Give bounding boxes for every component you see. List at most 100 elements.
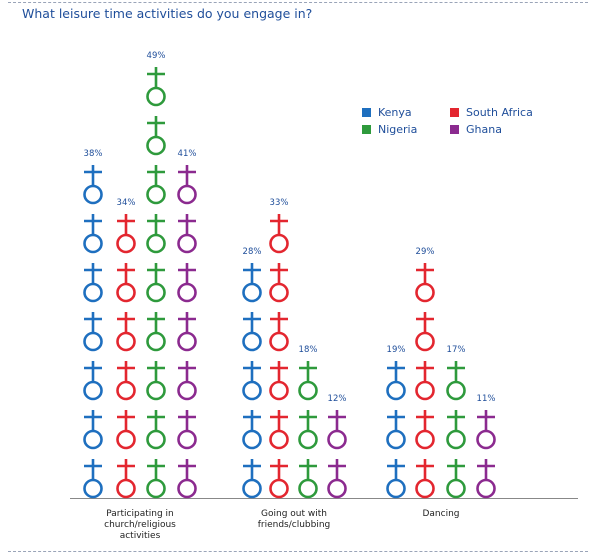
female-symbol-icon bbox=[177, 165, 197, 205]
female-symbol-icon bbox=[476, 410, 496, 450]
female-symbol-icon bbox=[269, 263, 289, 303]
data-label: 19% bbox=[387, 345, 406, 355]
female-symbol-icon bbox=[242, 410, 262, 450]
female-symbol-icon bbox=[415, 361, 435, 401]
female-symbol-icon bbox=[146, 459, 166, 499]
female-symbol-icon bbox=[298, 459, 318, 499]
data-label: 11% bbox=[477, 394, 496, 404]
female-symbol-icon bbox=[177, 361, 197, 401]
female-symbol-icon bbox=[269, 312, 289, 352]
female-symbol-icon bbox=[83, 459, 103, 499]
bar-kenya-2 bbox=[242, 263, 262, 499]
female-symbol-icon bbox=[177, 312, 197, 352]
female-symbol-icon bbox=[476, 459, 496, 499]
bar-south-africa-1 bbox=[116, 214, 136, 499]
female-symbol-icon bbox=[83, 165, 103, 205]
chart-title: What leisure time activities do you enga… bbox=[22, 6, 313, 21]
female-symbol-icon bbox=[146, 361, 166, 401]
category-label: Going out with bbox=[261, 509, 327, 519]
female-symbol-icon bbox=[415, 410, 435, 450]
female-symbol-icon bbox=[269, 459, 289, 499]
female-symbol-icon bbox=[177, 410, 197, 450]
female-symbol-icon bbox=[242, 459, 262, 499]
legend-swatch bbox=[362, 108, 371, 117]
data-label: 41% bbox=[178, 149, 197, 159]
top-divider bbox=[8, 2, 588, 3]
legend-swatch bbox=[450, 108, 459, 117]
female-symbol-icon bbox=[386, 410, 406, 450]
bar-kenya-3 bbox=[386, 361, 406, 499]
data-label: 33% bbox=[270, 198, 289, 208]
data-label: 17% bbox=[447, 345, 466, 355]
bar-nigeria-3 bbox=[446, 361, 466, 499]
female-symbol-icon bbox=[116, 263, 136, 303]
female-symbol-icon bbox=[146, 312, 166, 352]
data-label: 38% bbox=[84, 149, 103, 159]
legend-label: South Africa bbox=[466, 106, 533, 119]
female-symbol-icon bbox=[146, 165, 166, 205]
female-symbol-icon bbox=[386, 361, 406, 401]
female-symbol-icon bbox=[327, 459, 347, 499]
female-symbol-icon bbox=[298, 410, 318, 450]
data-label: 29% bbox=[416, 247, 435, 257]
category-label: Dancing bbox=[422, 509, 459, 519]
female-symbol-icon bbox=[446, 459, 466, 499]
bar-ghana-1 bbox=[177, 165, 197, 499]
data-label: 12% bbox=[328, 394, 347, 404]
data-label: 49% bbox=[147, 51, 166, 61]
bar-nigeria-2 bbox=[298, 361, 318, 499]
data-label: 18% bbox=[299, 345, 318, 355]
female-symbol-icon bbox=[146, 116, 166, 156]
female-symbol-icon bbox=[269, 361, 289, 401]
data-label: 34% bbox=[117, 198, 136, 208]
female-symbol-icon bbox=[83, 263, 103, 303]
female-symbol-icon bbox=[177, 459, 197, 499]
female-symbol-icon bbox=[116, 459, 136, 499]
female-symbol-icon bbox=[415, 312, 435, 352]
legend-label: Kenya bbox=[378, 106, 412, 119]
legend-item-south-africa: South Africa bbox=[450, 106, 533, 119]
female-symbol-icon bbox=[386, 459, 406, 499]
female-symbol-icon bbox=[146, 410, 166, 450]
bar-south-africa-3 bbox=[415, 263, 435, 499]
female-symbol-icon bbox=[269, 214, 289, 254]
category-label: Participating in bbox=[106, 509, 173, 519]
female-symbol-icon bbox=[415, 459, 435, 499]
bar-kenya-1 bbox=[83, 165, 103, 499]
legend-item-kenya: Kenya bbox=[362, 106, 412, 119]
female-symbol-icon bbox=[116, 410, 136, 450]
female-symbol-icon bbox=[116, 312, 136, 352]
female-symbol-icon bbox=[83, 214, 103, 254]
female-symbol-icon bbox=[242, 312, 262, 352]
female-symbol-icon bbox=[446, 410, 466, 450]
female-symbol-icon bbox=[146, 67, 166, 107]
female-symbol-icon bbox=[177, 214, 197, 254]
female-symbol-icon bbox=[298, 361, 318, 401]
female-symbol-icon bbox=[146, 263, 166, 303]
female-symbol-icon bbox=[242, 361, 262, 401]
female-symbol-icon bbox=[116, 361, 136, 401]
female-symbol-icon bbox=[415, 263, 435, 303]
category-label: church/religious bbox=[104, 520, 176, 530]
legend-label: Ghana bbox=[466, 123, 502, 136]
female-symbol-icon bbox=[327, 410, 347, 450]
female-symbol-icon bbox=[116, 214, 136, 254]
legend-label: Nigeria bbox=[378, 123, 417, 136]
female-symbol-icon bbox=[269, 410, 289, 450]
bar-ghana-3 bbox=[476, 410, 496, 499]
female-symbol-icon bbox=[446, 361, 466, 401]
bar-ghana-2 bbox=[327, 410, 347, 499]
category-label: activities bbox=[120, 531, 161, 541]
female-symbol-icon bbox=[177, 263, 197, 303]
bar-nigeria-1 bbox=[146, 67, 166, 499]
female-symbol-icon bbox=[146, 214, 166, 254]
female-symbol-icon bbox=[83, 312, 103, 352]
legend-swatch bbox=[450, 125, 459, 134]
bar-south-africa-2 bbox=[269, 214, 289, 499]
legend-item-nigeria: Nigeria bbox=[362, 123, 417, 136]
legend-item-ghana: Ghana bbox=[450, 123, 502, 136]
female-symbol-icon bbox=[242, 263, 262, 303]
female-symbol-icon bbox=[83, 410, 103, 450]
data-label: 28% bbox=[243, 247, 262, 257]
